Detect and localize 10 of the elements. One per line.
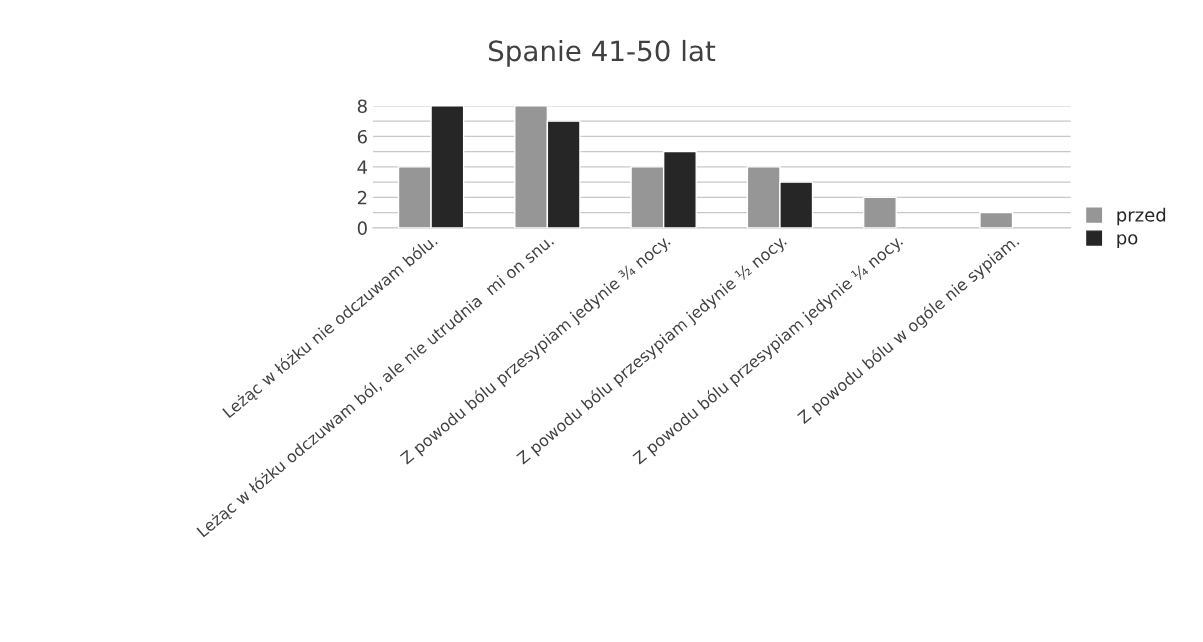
chart-title: Spanie 41-50 lat bbox=[488, 39, 716, 67]
bar bbox=[862, 196, 897, 228]
y-tick-label: 2 bbox=[357, 190, 367, 205]
bar bbox=[979, 211, 1014, 228]
legend-label: przed bbox=[1117, 207, 1166, 226]
y-tick-label: 8 bbox=[357, 99, 367, 114]
legend-label: po bbox=[1117, 234, 1138, 249]
y-tick-label: 6 bbox=[357, 129, 367, 144]
y-tick-label: 0 bbox=[357, 221, 367, 236]
y-tick-label: 4 bbox=[357, 160, 368, 174]
